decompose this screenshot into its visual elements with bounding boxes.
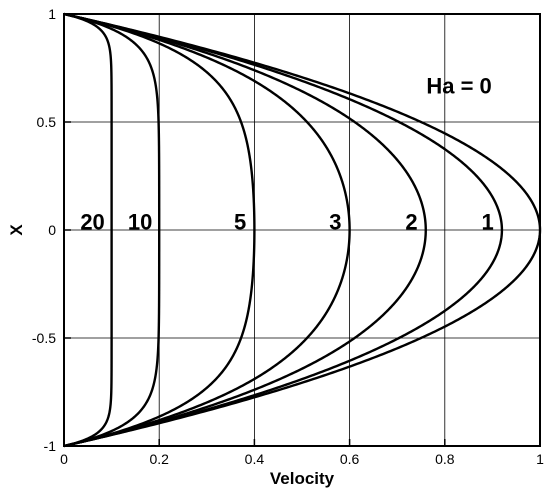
series-line-ha-2	[63, 12, 427, 448]
series-line-ha-20	[63, 12, 113, 448]
curve-label: 5	[234, 209, 246, 234]
x-tick-label: 0.6	[340, 451, 360, 467]
series-line-ha-5	[63, 12, 256, 448]
y-tick-label: 0.5	[37, 114, 57, 130]
series-line-ha-10	[63, 12, 161, 448]
y-tick-label: 1	[48, 6, 56, 22]
label-layer: Ha = 0 1 2 3 5 10 20	[80, 73, 493, 234]
y-tick-label: -0.5	[32, 330, 56, 346]
curve-label: 20	[80, 209, 104, 234]
curve-label: 2	[405, 209, 417, 234]
y-tick-label: 0	[48, 222, 56, 238]
curve-label: Ha = 0	[426, 73, 491, 98]
x-tick-label: 0.2	[149, 451, 169, 467]
x-tick-label: 0	[60, 451, 68, 467]
curve-label: 10	[128, 209, 152, 234]
x-tick-label: 0.8	[435, 451, 455, 467]
curve-label: 1	[482, 209, 494, 234]
y-axis-title: X	[7, 224, 26, 236]
x-axis-title: Velocity	[270, 469, 335, 488]
tick-layer: 0 0.2 0.4 0.6 0.8 1 -1 -0.5 0 0.5 1	[32, 6, 544, 467]
series-line-ha-1	[63, 12, 504, 448]
curve-layer	[63, 12, 542, 448]
x-tick-label: 0.4	[245, 451, 265, 467]
y-tick-label: -1	[44, 438, 57, 454]
grid-layer	[64, 14, 540, 446]
curve-label: 3	[329, 209, 341, 234]
series-line-ha-3	[63, 12, 351, 448]
x-tick-label: 1	[536, 451, 544, 467]
